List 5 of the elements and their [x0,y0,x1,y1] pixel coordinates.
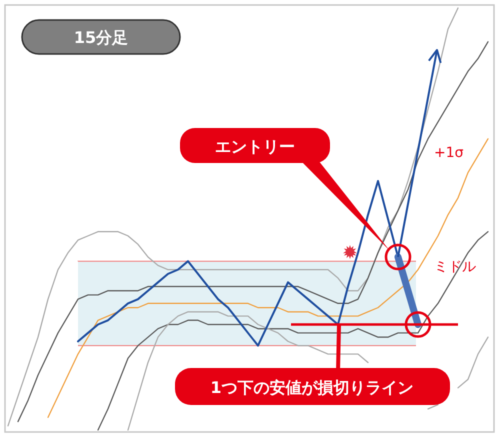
series-label: ミドル [434,258,476,275]
text: 15分足 [74,28,128,47]
ref-line-label: 1つ下の安値が損切りライン [210,378,414,397]
series-label: +1σ [434,144,464,161]
annotation: エントリー [215,137,295,156]
